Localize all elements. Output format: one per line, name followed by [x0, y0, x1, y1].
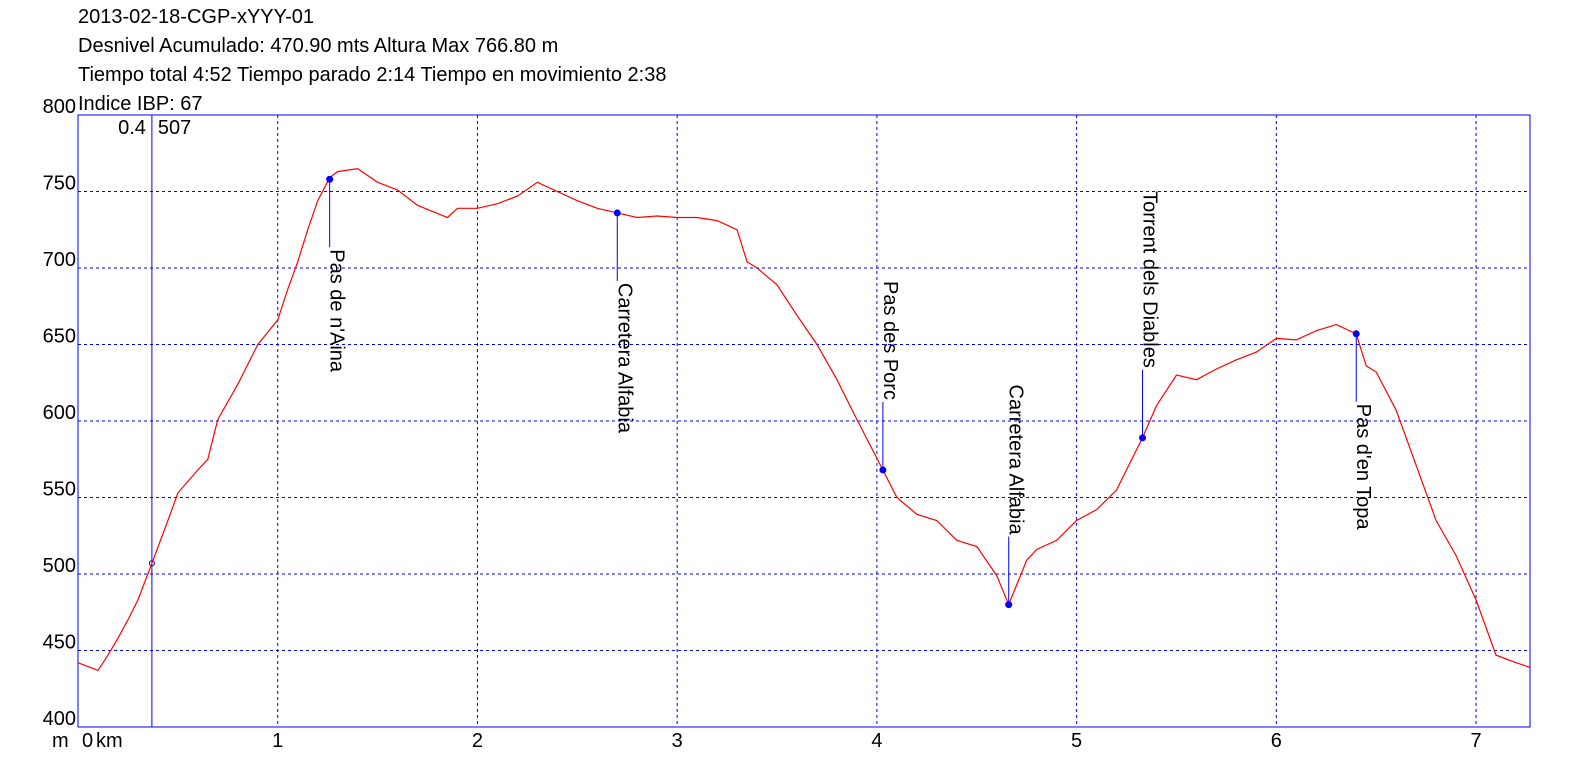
waypoint-marker [1005, 601, 1013, 609]
waypoint-marker [326, 175, 334, 183]
x-tick-label: 1 [272, 730, 283, 752]
y-tick-label: 750 [43, 173, 76, 195]
y-unit: m [52, 730, 69, 752]
x-tick-label: 2 [472, 730, 483, 752]
x-tick-label: 7 [1471, 730, 1482, 752]
y-tick-label: 650 [43, 326, 76, 348]
elevation-line [77, 167, 1531, 672]
title-line: Desnivel Acumulado: 470.90 mts Altura Ma… [78, 35, 558, 57]
y-tick-label: 600 [43, 402, 76, 424]
cursor-point [148, 560, 155, 567]
title-line: Indice IBP: 67 [78, 93, 203, 115]
waypoint-label: Pas d'en Topa [1352, 404, 1374, 531]
waypoint-marker [613, 209, 621, 217]
x-tick-label: 4 [871, 730, 882, 752]
waypoint-label: Pas des Porc [879, 281, 901, 400]
waypoint-marker [879, 466, 887, 474]
waypoint-marker [1352, 330, 1360, 338]
x-tick-label: 3 [672, 730, 683, 752]
y-tick-label: 800 [43, 96, 76, 118]
waypoint-label: Torrent dels Diables [1139, 191, 1161, 368]
x-tick-label: 5 [1071, 730, 1082, 752]
y-tick-label: 550 [43, 479, 76, 501]
waypoint-label: Pas de n'Aina [326, 249, 348, 373]
y-tick-label: 450 [43, 632, 76, 654]
cursor-value-label: 507 [158, 117, 191, 139]
title-line: Tiempo total 4:52 Tiempo parado 2:14 Tie… [78, 64, 667, 86]
waypoint-label: Carretera Alfabia [613, 283, 635, 434]
y-tick-label: 500 [43, 555, 76, 577]
x-tick-label: 6 [1271, 730, 1282, 752]
waypoint-marker [1139, 434, 1147, 442]
title-line: 2013-02-18-CGP-xYYY-01 [78, 6, 314, 28]
plot-frame [77, 114, 1531, 728]
cursor-x-label: 0.4 [118, 117, 146, 139]
y-tick-label: 700 [43, 249, 76, 271]
y-tick-label: 400 [43, 708, 76, 730]
x-tick-label: 0 [82, 730, 93, 752]
x-unit: km [96, 730, 123, 752]
waypoint-label: Carretera Alfabia [1005, 385, 1027, 536]
